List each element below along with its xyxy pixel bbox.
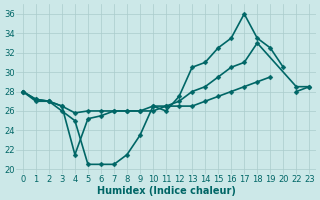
X-axis label: Humidex (Indice chaleur): Humidex (Indice chaleur) <box>97 186 236 196</box>
